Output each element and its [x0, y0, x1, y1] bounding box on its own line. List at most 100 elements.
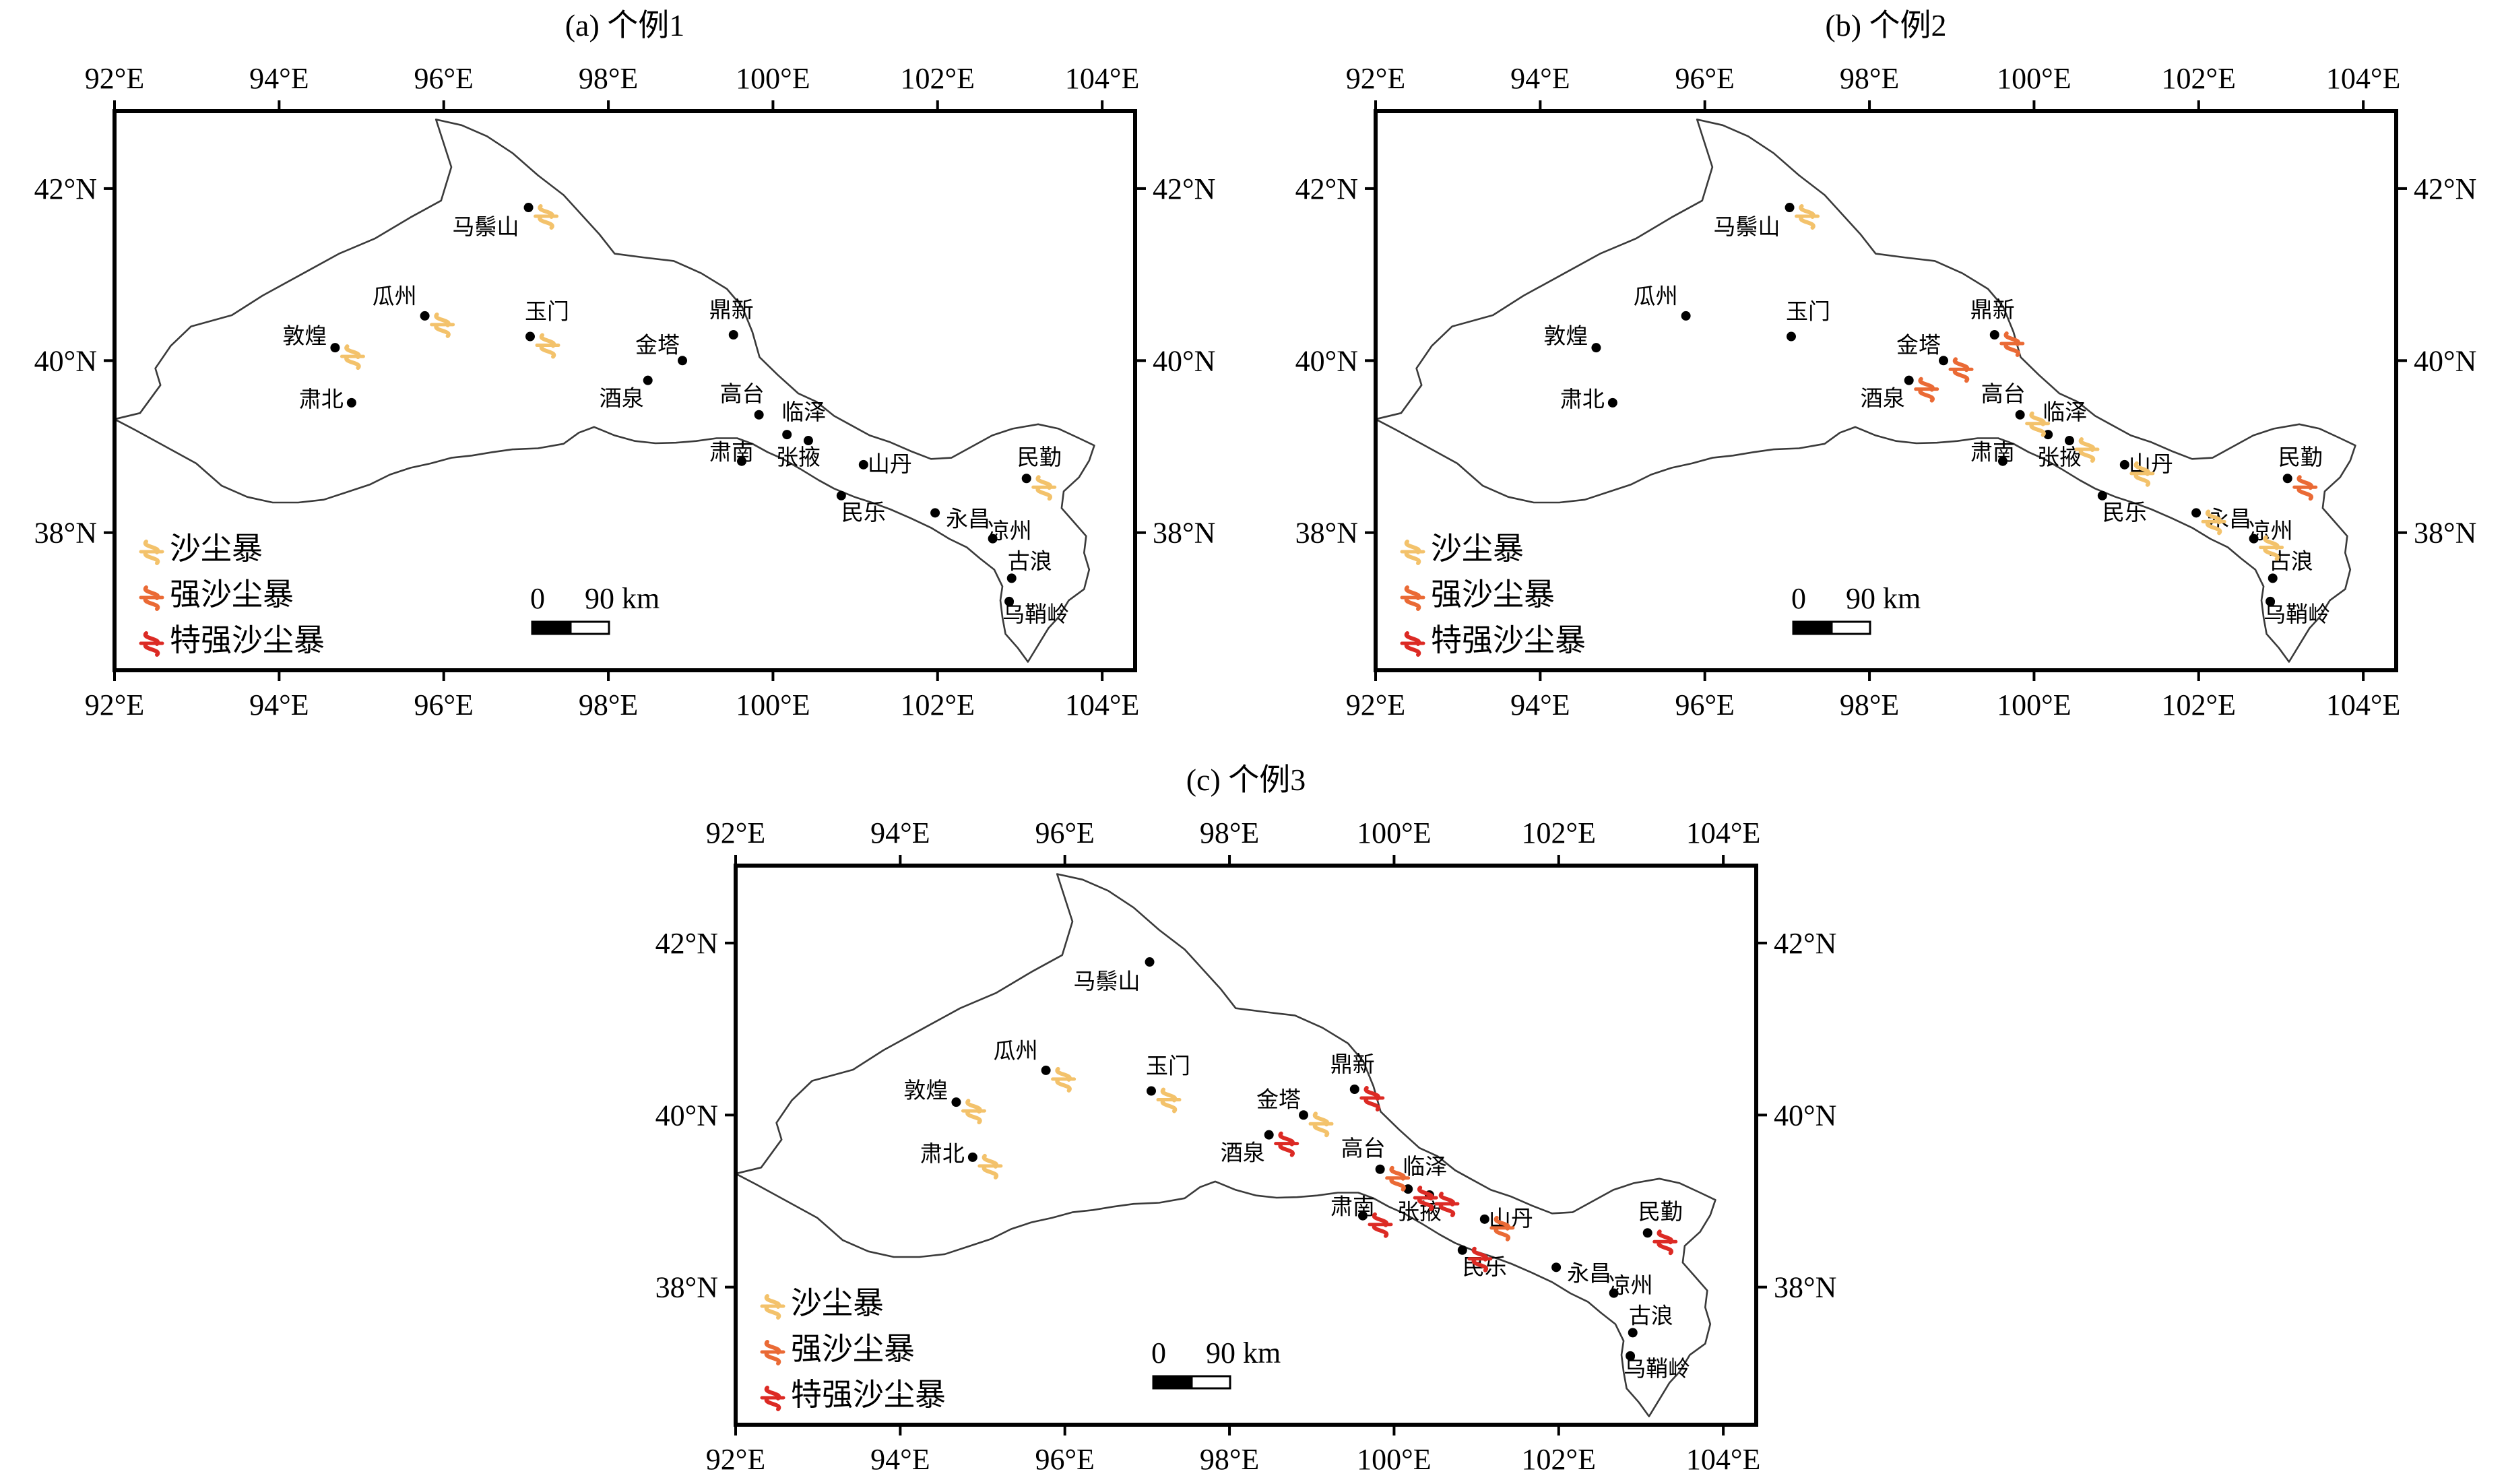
station-label: 民勤 — [2278, 446, 2323, 470]
station-point — [1786, 331, 1796, 342]
station-label: 乌鞘岭 — [1624, 1357, 1690, 1382]
station-point — [1904, 375, 1914, 385]
station-label: 凉州 — [1609, 1274, 1653, 1299]
station-point — [1146, 1086, 1156, 1096]
station-label: 民勤 — [1638, 1200, 1683, 1225]
dust-storm-symbol-icon — [1434, 1192, 1460, 1218]
lon-tick-label-top: 92°E — [706, 816, 765, 849]
station-label: 酒泉 — [1861, 387, 1905, 412]
dust-storm-symbol-icon — [1274, 1131, 1299, 1157]
legend-label: 特强沙尘暴 — [791, 1378, 946, 1412]
lat-tick-label-right: 42°N — [2414, 172, 2476, 205]
lat-tick-label-right: 38°N — [1774, 1271, 1836, 1304]
legend-symbol-icon — [1400, 631, 1425, 657]
station-point — [951, 1097, 961, 1107]
dust-storm-symbol-icon — [534, 204, 559, 230]
panel-title: (a) 个例1 — [565, 8, 685, 42]
scale-bar-zero: 0 — [530, 582, 545, 615]
lat-tick-label-left: 40°N — [655, 1099, 718, 1132]
station-point — [1021, 474, 1031, 484]
station-point — [1939, 356, 1949, 366]
legend-label: 特强沙尘暴 — [1431, 623, 1586, 657]
station-point — [2266, 596, 2276, 606]
lon-tick-label-bottom: 100°E — [1997, 688, 2071, 721]
lon-tick-label-bottom: 94°E — [870, 1443, 930, 1476]
lat-tick-label-right: 42°N — [1153, 172, 1215, 205]
station-label: 玉门 — [1786, 300, 1830, 325]
station-point — [1264, 1130, 1274, 1140]
station-point — [1997, 456, 2007, 466]
station-label: 玉门 — [525, 300, 569, 325]
lat-tick-label-right: 42°N — [1774, 927, 1836, 960]
scale-bar-label: 90 km — [1846, 582, 1921, 615]
lat-tick-label-left: 42°N — [34, 172, 97, 205]
lat-tick-label-left: 40°N — [34, 344, 97, 377]
station-label: 敦煌 — [1543, 324, 1588, 349]
station-point — [836, 490, 846, 501]
legend-label: 特强沙尘暴 — [170, 623, 325, 657]
dust-storm-symbol-icon — [340, 344, 365, 370]
legend-symbol-icon — [760, 1294, 785, 1320]
station-point — [988, 534, 998, 544]
station-point — [967, 1152, 977, 1162]
lon-tick-label-bottom: 102°E — [901, 688, 975, 721]
lon-tick-label-top: 102°E — [1522, 816, 1596, 849]
station-point — [1457, 1245, 1467, 1255]
legend-symbol-icon — [139, 540, 164, 565]
station-point — [1299, 1110, 1309, 1120]
station-point — [678, 356, 688, 366]
lon-tick-label-bottom: 100°E — [736, 688, 810, 721]
legend-label: 强沙尘暴 — [791, 1332, 915, 1366]
dust-storm-symbol-icon — [1948, 357, 1974, 383]
lon-tick-label-top: 104°E — [1065, 62, 1139, 95]
station-point — [2015, 410, 2025, 420]
station-label: 玉门 — [1146, 1054, 1190, 1079]
province-outline — [734, 873, 1716, 1417]
lon-tick-label-top: 100°E — [1357, 816, 1431, 849]
lat-tick-label-left: 38°N — [1295, 517, 1358, 550]
map-frame — [1374, 109, 2398, 672]
legend-symbol-icon — [1400, 585, 1425, 611]
station-point — [754, 410, 764, 420]
dust-storm-symbol-icon — [1368, 1212, 1393, 1238]
station-label: 张掖 — [2037, 445, 2082, 470]
station-label: 肃北 — [299, 388, 344, 412]
station-point — [728, 330, 738, 340]
lon-tick-label-bottom: 96°E — [414, 688, 473, 721]
station-point — [1349, 1085, 1359, 1094]
dust-storm-symbol-icon — [2292, 475, 2318, 501]
dust-storm-symbol-icon — [2129, 461, 2155, 487]
station-label: 金塔 — [1256, 1087, 1301, 1112]
station-point — [858, 459, 868, 470]
lon-tick-label-bottom: 96°E — [1035, 1443, 1094, 1476]
station-label: 鼎新 — [1330, 1052, 1375, 1077]
dust-storm-symbol-icon — [961, 1099, 986, 1125]
lon-tick-label-bottom: 102°E — [2162, 688, 2236, 721]
lon-tick-label-top: 104°E — [1686, 816, 1760, 849]
dust-storm-symbol-icon — [1467, 1246, 1493, 1272]
dust-storm-symbol-icon — [1385, 1165, 1411, 1192]
scale-bar-white — [1830, 620, 1871, 635]
lon-tick-label-top: 100°E — [1997, 62, 2071, 95]
station-label: 瓜州 — [994, 1039, 1038, 1064]
lon-tick-label-top: 96°E — [1035, 816, 1094, 849]
panel-title: (c) 个例3 — [1186, 763, 1306, 797]
lat-tick-label-left: 42°N — [1295, 172, 1358, 205]
station-label: 酒泉 — [600, 387, 644, 412]
dust-storm-symbol-icon — [1359, 1086, 1385, 1111]
station-label: 敦煌 — [903, 1078, 948, 1103]
station-label: 永昌 — [1567, 1261, 1611, 1286]
dust-storm-symbol-icon — [1051, 1066, 1077, 1093]
lon-tick-label-top: 102°E — [901, 62, 975, 95]
lon-tick-label-top: 104°E — [2326, 62, 2400, 95]
station-label: 高台 — [1341, 1136, 1386, 1161]
scale-bar: 0 90 km — [1151, 1336, 1281, 1390]
station-point — [782, 430, 792, 440]
station-label: 临泽 — [2043, 400, 2087, 425]
lon-tick-label-bottom: 104°E — [1686, 1443, 1760, 1476]
station-label: 永昌 — [946, 507, 990, 531]
lon-tick-label-top: 94°E — [249, 62, 309, 95]
dust-storm-symbol-icon — [535, 333, 560, 359]
lon-tick-label-bottom: 92°E — [706, 1443, 765, 1476]
